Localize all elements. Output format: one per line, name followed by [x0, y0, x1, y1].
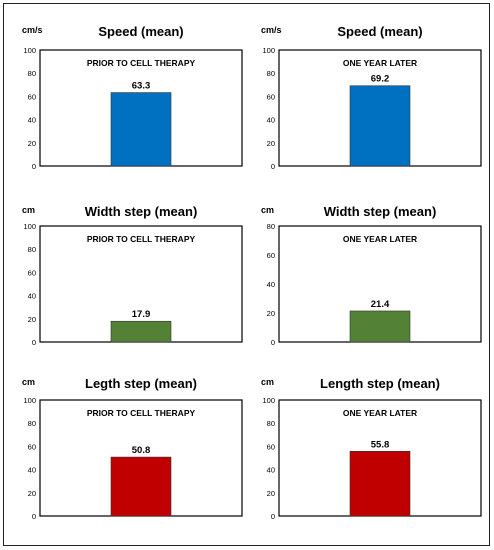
tick-label: 80 [267, 419, 275, 428]
data-label: 69.2 [371, 74, 390, 85]
bar [349, 85, 411, 167]
chart-panel: cm Width step (mean) 0 20 40 60 80 100 PRIOR TO … [22, 204, 243, 347]
chart-title: Legth step (mean) [85, 376, 197, 391]
chart-panel: cm Legth step (mean) 0 20 40 60 80 100 PRIOR TO … [22, 376, 243, 521]
chart-panel: cm Width step (mean) 0 20 40 60 80 ONE YEAR LAT… [261, 204, 482, 347]
bar [110, 92, 172, 167]
tick-label: 20 [28, 315, 36, 324]
tick-label: 20 [267, 309, 275, 318]
unit-label: cm [22, 377, 35, 387]
tick-label: 100 [23, 46, 36, 55]
bar [349, 450, 411, 517]
panel-subtitle: ONE YEAR LATER [343, 408, 417, 418]
panel-subtitle: PRIOR TO CELL THERAPY [87, 58, 196, 68]
tick-label: 0 [32, 162, 36, 171]
chart-title: Speed (mean) [337, 24, 422, 39]
tick-label: 60 [267, 92, 275, 101]
data-label: 55.8 [371, 439, 390, 450]
tick-label: 0 [271, 512, 275, 521]
tick-label: 60 [267, 442, 275, 451]
tick-label: 40 [267, 280, 275, 289]
unit-label: cm/s [261, 25, 282, 35]
tick-label: 80 [267, 222, 275, 231]
tick-label: 40 [28, 292, 36, 301]
chart-title: Length step (mean) [320, 376, 440, 391]
bar [110, 456, 172, 517]
tick-label: 80 [28, 419, 36, 428]
chart-panel: cm Length step (mean) 0 20 40 60 80 100 ONE YEAR… [261, 376, 482, 521]
tick-label: 20 [28, 139, 36, 148]
tick-label: 60 [28, 442, 36, 451]
tick-label: 100 [23, 222, 36, 231]
tick-label: 60 [28, 92, 36, 101]
tick-label: 0 [32, 338, 36, 347]
tick-label: 0 [271, 162, 275, 171]
chart-title: Width step (mean) [85, 204, 198, 219]
tick-label: 100 [23, 396, 36, 405]
unit-label: cm [261, 205, 274, 215]
unit-label: cm [261, 377, 274, 387]
tick-label: 0 [271, 338, 275, 347]
bar [349, 310, 411, 343]
data-label: 17.9 [132, 309, 151, 320]
chart-title: Width step (mean) [324, 204, 437, 219]
tick-label: 40 [28, 466, 36, 475]
tick-label: 80 [267, 69, 275, 78]
tick-label: 80 [28, 69, 36, 78]
tick-label: 20 [267, 139, 275, 148]
panel-subtitle: ONE YEAR LATER [343, 234, 417, 244]
panel-subtitle: PRIOR TO CELL THERAPY [87, 234, 196, 244]
bar [110, 320, 172, 343]
tick-label: 20 [267, 489, 275, 498]
tick-label: 40 [28, 116, 36, 125]
data-label: 63.3 [132, 81, 151, 92]
tick-label: 80 [28, 245, 36, 254]
chart-panel: cm/s Speed (mean) 0 20 40 60 80 100 ONE YEAR LAT… [261, 24, 482, 171]
data-label: 21.4 [371, 299, 390, 310]
panel-subtitle: PRIOR TO CELL THERAPY [87, 408, 196, 418]
tick-label: 60 [28, 268, 36, 277]
panel-subtitle: ONE YEAR LATER [343, 58, 417, 68]
tick-label: 100 [262, 46, 275, 55]
tick-label: 40 [267, 116, 275, 125]
tick-label: 40 [267, 466, 275, 475]
unit-label: cm [22, 205, 35, 215]
tick-label: 0 [32, 512, 36, 521]
chart-title: Speed (mean) [98, 24, 183, 39]
data-label: 50.8 [132, 445, 151, 456]
unit-label: cm/s [22, 25, 43, 35]
figure-frame [3, 3, 490, 546]
tick-label: 60 [267, 251, 275, 260]
chart-panel: cm/s Speed (mean) 0 20 40 60 80 100 PRIOR TO CEL… [22, 24, 243, 171]
tick-label: 20 [28, 489, 36, 498]
tick-label: 100 [262, 396, 275, 405]
